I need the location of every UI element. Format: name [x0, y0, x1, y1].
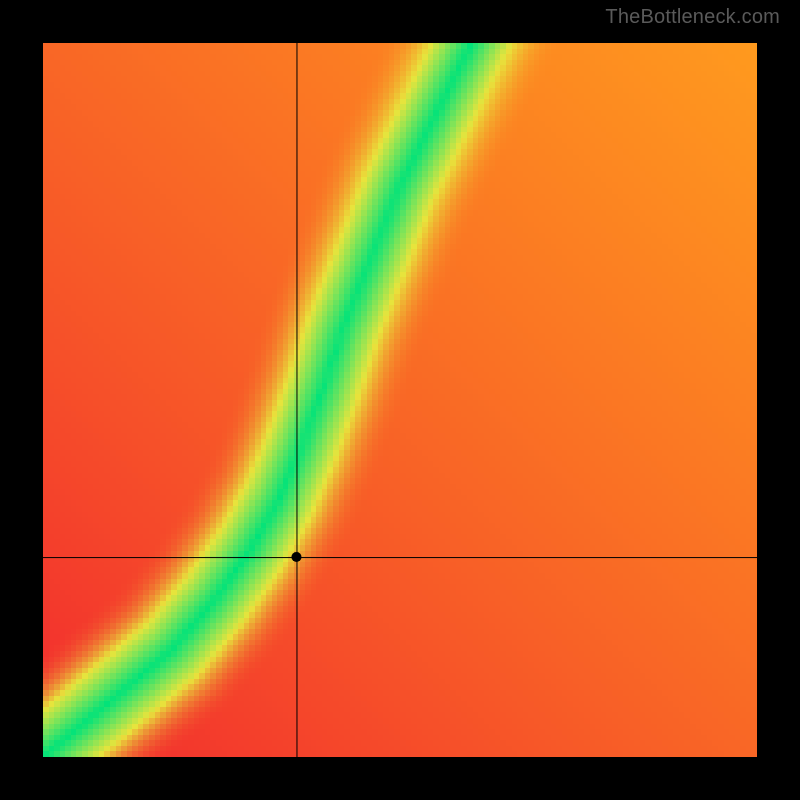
watermark-text: TheBottleneck.com — [605, 6, 780, 29]
heatmap-canvas — [43, 43, 757, 757]
heatmap-plot — [43, 43, 757, 757]
